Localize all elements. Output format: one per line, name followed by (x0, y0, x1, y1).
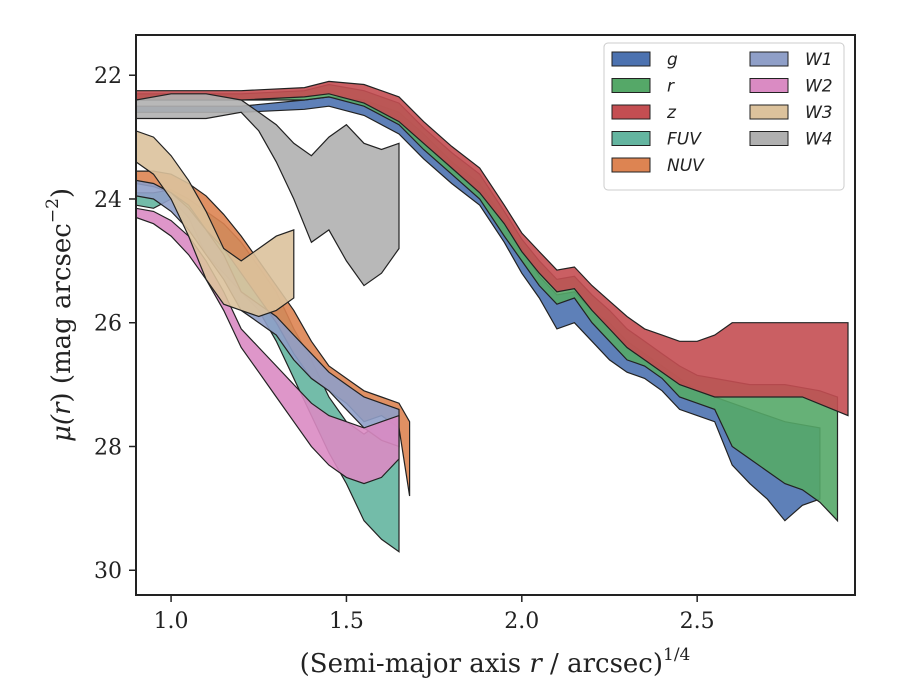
legend-swatch-w1 (749, 51, 789, 67)
legend-swatch-w4 (749, 131, 789, 146)
y-axis-ticks: 22 24 26 28 30 (94, 64, 136, 584)
legend-label-w4: W4 (805, 130, 833, 150)
x-tick-label: 1.5 (329, 609, 364, 634)
x-axis-label: (Semi-major axis r / arcsec)1/4 (300, 645, 691, 679)
x-tick-label: 2.0 (504, 609, 539, 634)
plot-frame (135, 34, 856, 596)
legend-label-r: r (667, 77, 675, 97)
y-axis-label: μ(r) (mag arcsec−2) (43, 188, 77, 442)
legend-swatch-z (611, 104, 651, 120)
legend-label-z: z (666, 103, 677, 123)
y-tick-label: 24 (94, 188, 122, 213)
x-tick-label: 2.5 (680, 609, 715, 634)
band-w3 (136, 130, 295, 318)
y-tick-label: 28 (94, 435, 122, 460)
y-tick-label: 26 (94, 312, 122, 337)
y-tick-label: 22 (94, 64, 122, 89)
legend-label-g: g (667, 50, 678, 70)
legend-label-fuv: FUV (667, 130, 702, 150)
legend-label-w3: W3 (805, 103, 833, 123)
series-bands (136, 80, 849, 553)
legend-label-nuv: NUV (667, 156, 705, 176)
x-axis-ticks: 1.0 1.5 2.0 2.5 (154, 595, 715, 634)
legend-label-w1: W1 (805, 50, 833, 70)
y-tick-label: 30 (94, 559, 122, 584)
legend-swatch-g (611, 51, 651, 67)
legend: grz FUV NUV W1 W2 W3 W4 (603, 42, 845, 191)
legend-swatch-nuv (611, 157, 651, 173)
band-z (136, 80, 849, 417)
legend-swatch-w2 (749, 78, 789, 93)
legend-swatch-w3 (749, 104, 789, 120)
band-w4 (136, 93, 400, 287)
legend-swatch-fuv (611, 131, 651, 146)
x-tick-label: 1.0 (154, 609, 189, 634)
legend-swatch-r (611, 78, 651, 93)
legend-label-w2: W2 (805, 77, 833, 97)
